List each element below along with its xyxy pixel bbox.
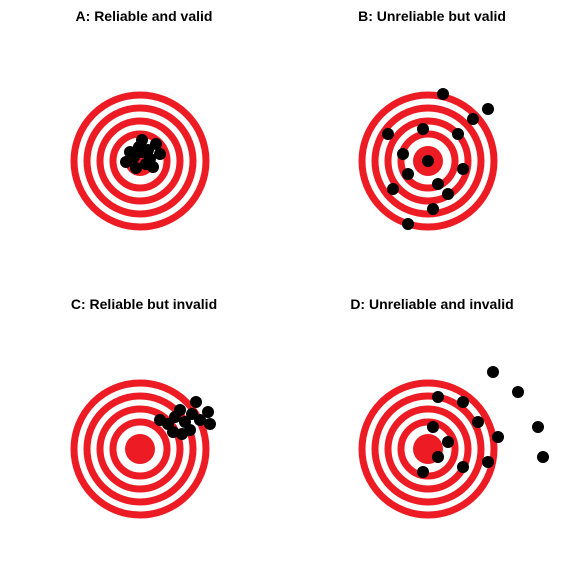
data-point: [487, 366, 499, 378]
data-point: [432, 178, 444, 190]
target-bullseye: [125, 434, 155, 464]
data-point: [387, 183, 399, 195]
data-point: [402, 218, 414, 230]
data-point: [204, 418, 216, 430]
panel-b: B: Unreliable but valid: [288, 0, 576, 288]
data-point: [397, 148, 409, 160]
data-point: [432, 451, 444, 463]
data-point: [174, 404, 186, 416]
data-point: [147, 161, 159, 173]
data-point: [442, 436, 454, 448]
panel-c: C: Reliable but invalid: [0, 288, 288, 576]
data-point: [472, 416, 484, 428]
data-point: [537, 451, 549, 463]
panel-c-svg: [0, 322, 288, 576]
data-point: [130, 162, 142, 174]
data-point: [417, 466, 429, 478]
data-point: [150, 138, 162, 150]
data-point: [457, 461, 469, 473]
panel-a-title: A: Reliable and valid: [0, 8, 288, 24]
data-point: [190, 396, 202, 408]
data-point: [492, 431, 504, 443]
data-point: [427, 203, 439, 215]
panel-a-svg: [0, 34, 288, 288]
panel-d-title: D: Unreliable and invalid: [288, 296, 576, 312]
data-point: [512, 386, 524, 398]
data-point: [467, 113, 479, 125]
data-point: [457, 396, 469, 408]
data-point: [120, 156, 132, 168]
data-point: [532, 421, 544, 433]
data-point: [402, 168, 414, 180]
panel-b-title: B: Unreliable but valid: [288, 8, 576, 24]
data-point: [417, 123, 429, 135]
data-point: [136, 134, 148, 146]
data-point: [202, 406, 214, 418]
data-point: [482, 456, 494, 468]
data-point: [382, 128, 394, 140]
panel-c-title: C: Reliable but invalid: [0, 296, 288, 312]
data-point: [437, 88, 449, 100]
data-point: [154, 414, 166, 426]
data-point: [432, 391, 444, 403]
panel-d: D: Unreliable and invalid: [288, 288, 576, 576]
data-point: [482, 103, 494, 115]
panel-d-svg: [288, 322, 576, 576]
panel-a: A: Reliable and valid: [0, 0, 288, 288]
data-point: [452, 128, 464, 140]
figure-grid: A: Reliable and valid B: Unreliable but …: [0, 0, 576, 576]
data-point: [427, 421, 439, 433]
data-point: [457, 163, 469, 175]
data-point: [176, 428, 188, 440]
data-point: [422, 155, 434, 167]
data-point: [442, 188, 454, 200]
panel-b-svg: [288, 34, 576, 288]
